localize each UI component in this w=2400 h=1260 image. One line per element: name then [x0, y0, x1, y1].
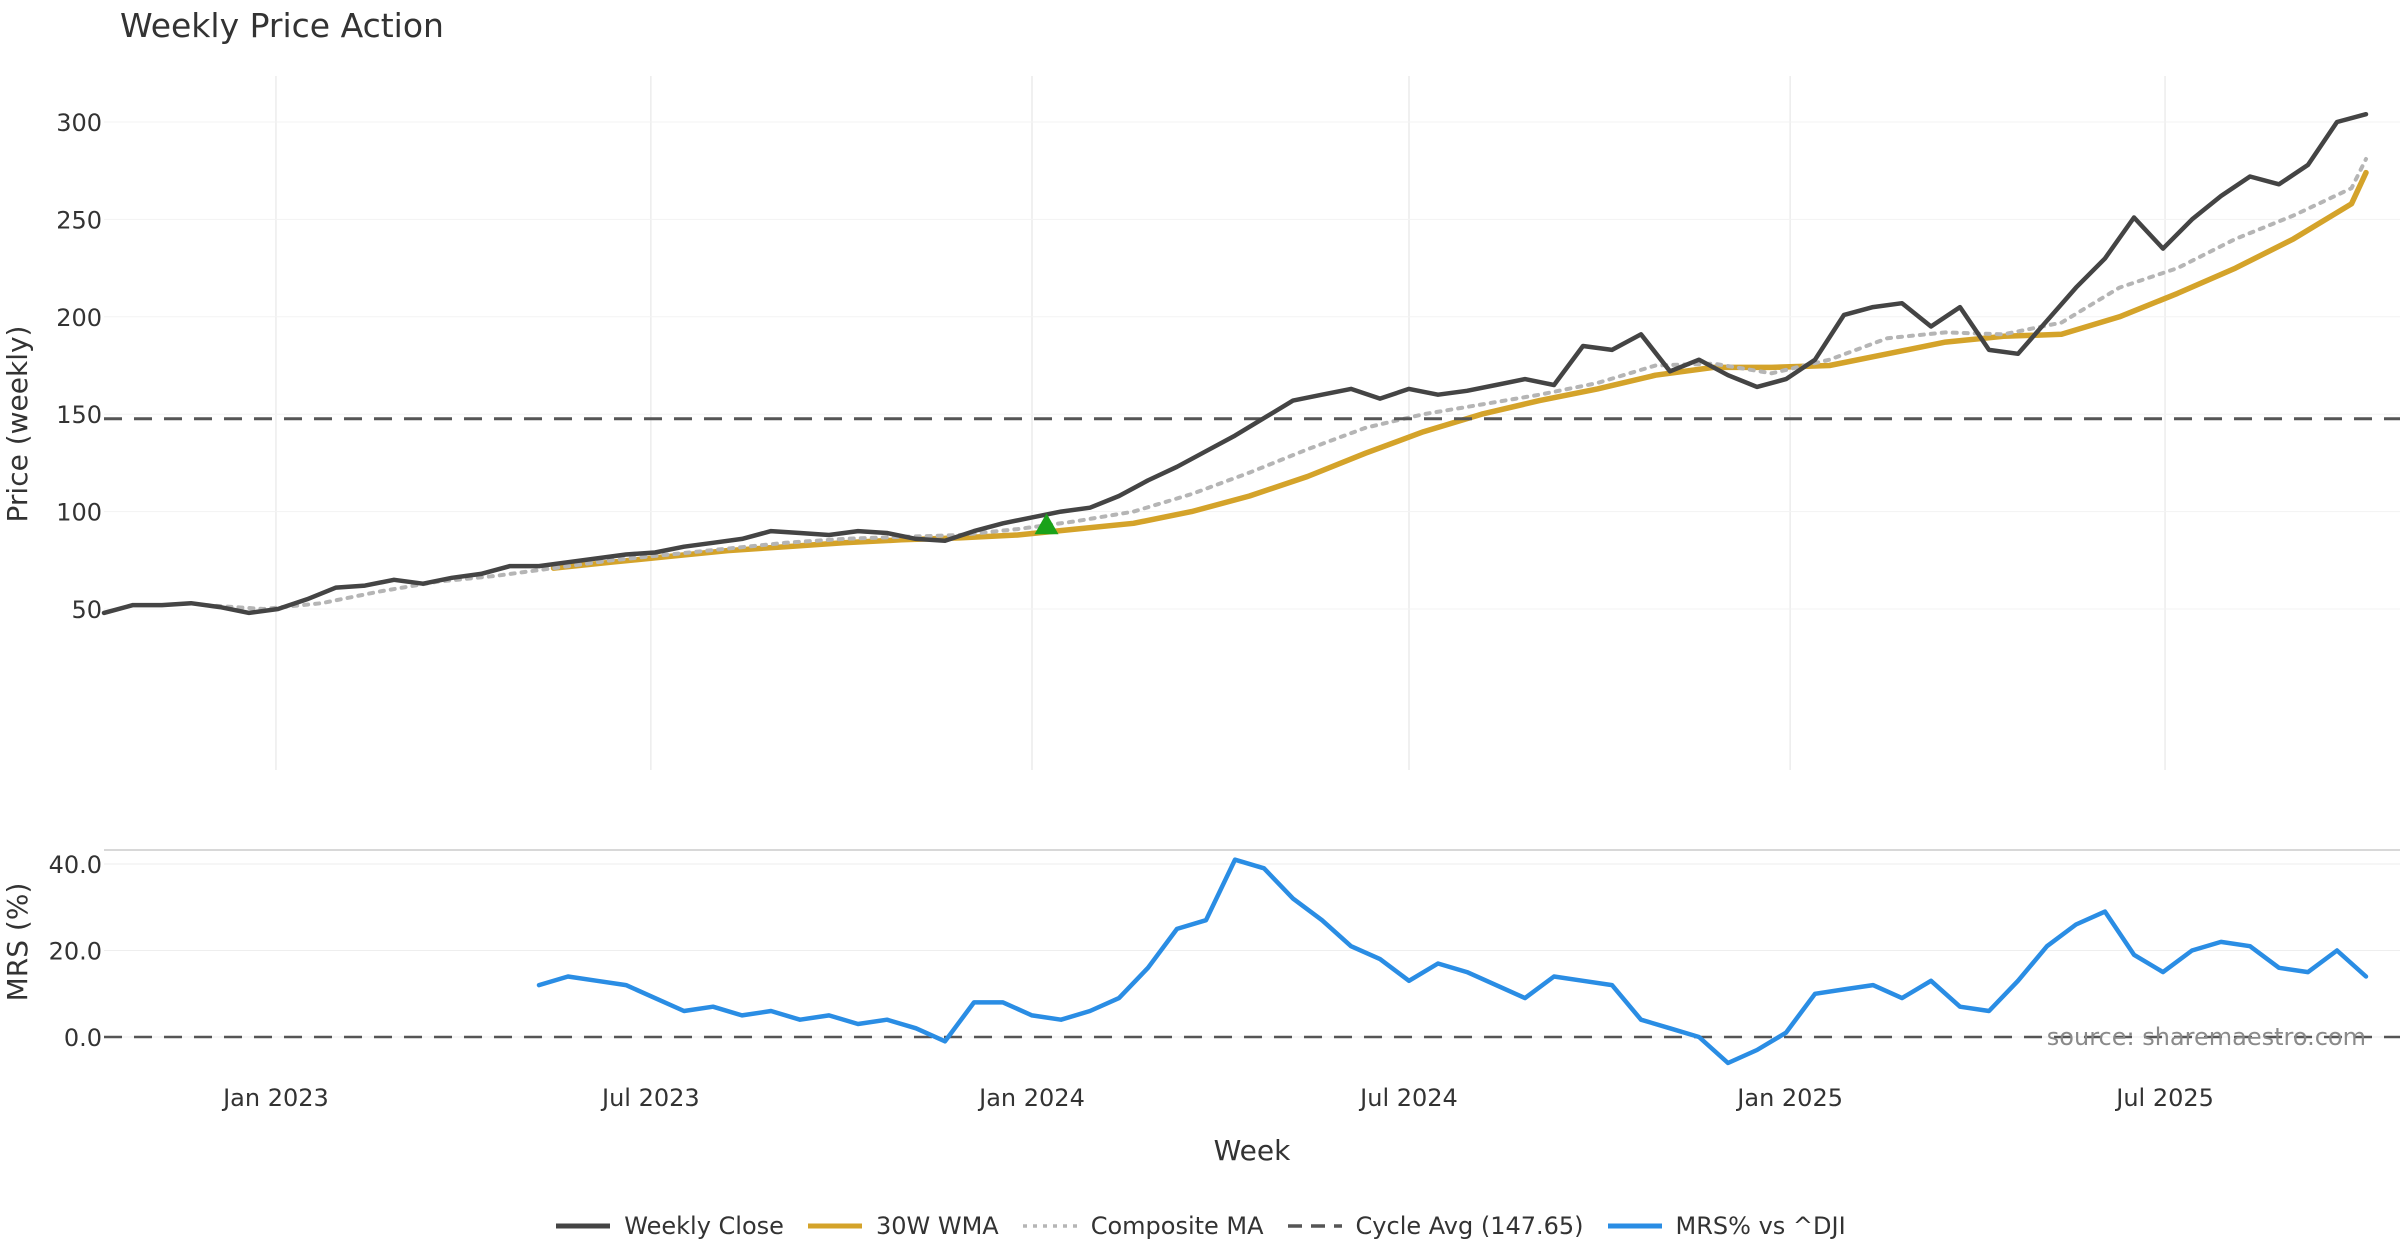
series-composite-ma [203, 157, 2368, 611]
chart-title: Weekly Price Action [120, 6, 444, 45]
mrs-panel-grid [104, 863, 2400, 1038]
x-tick-label: Jul 2023 [600, 1084, 700, 1112]
legend-label: Cycle Avg (147.65) [1355, 1212, 1584, 1240]
price-y-tick-label: 250 [56, 206, 102, 234]
legend-item-cycle-avg-147-65: Cycle Avg (147.65) [1286, 1212, 1584, 1240]
price-y-tick-label: 100 [56, 499, 102, 527]
price-y-tick-label: 300 [56, 109, 102, 137]
price-y-tick-label: 200 [56, 304, 102, 332]
mrs-y-axis-label: MRS (%) [1, 883, 34, 1002]
legend-swatch [807, 1223, 862, 1229]
source-annotation: source: sharemaestro.com [2047, 1023, 2366, 1051]
price-y-tick-label: 50 [71, 596, 102, 624]
series-30w-wma [550, 169, 2369, 571]
legend-label: Weekly Close [624, 1212, 784, 1240]
price-y-tick-label: 150 [56, 401, 102, 429]
x-tick-label: Jan 2025 [1735, 1084, 1843, 1112]
price-y-axis-label: Price (weekly) [1, 326, 34, 523]
legend-label: MRS% vs ^DJI [1675, 1212, 1846, 1240]
legend-swatch [1022, 1224, 1077, 1228]
x-tick-label: Jan 2023 [221, 1084, 329, 1112]
mrs-panel-series [104, 857, 2400, 1066]
chart-legend: Weekly Close 30W WMA Composite MA Cycle Avg… [0, 1212, 2400, 1240]
buy-signal-marker [1034, 513, 1059, 535]
legend-item-weekly-close: Weekly Close [554, 1212, 784, 1240]
legend-item-30w-wma: 30W WMA [806, 1212, 999, 1240]
price-panel-grid [104, 76, 2400, 770]
legend-swatch [1287, 1224, 1342, 1228]
mrs-y-tick-label: 20.0 [49, 938, 102, 966]
mrs-y-tick-label: 40.0 [49, 851, 102, 879]
x-tick-label: Jan 2024 [977, 1084, 1085, 1112]
series-weekly-close [101, 111, 2369, 616]
x-tick-label: Jul 2024 [1358, 1084, 1458, 1112]
x-tick-label: Jul 2025 [2114, 1084, 2214, 1112]
legend-label: 30W WMA [875, 1212, 999, 1240]
legend-item-composite-ma: Composite MA [1021, 1212, 1264, 1240]
series-mrs-vs-dji [536, 857, 2369, 1066]
legend-item-mrs-vs-dji: MRS% vs ^DJI [1606, 1212, 1846, 1240]
legend-swatch [1607, 1223, 1662, 1229]
x-axis-label: Week [1214, 1134, 1291, 1167]
legend-label: Composite MA [1090, 1212, 1264, 1240]
legend-swatch [556, 1223, 611, 1229]
price-panel-series [101, 111, 2400, 616]
mrs-y-tick-label: 0.0 [64, 1024, 102, 1052]
